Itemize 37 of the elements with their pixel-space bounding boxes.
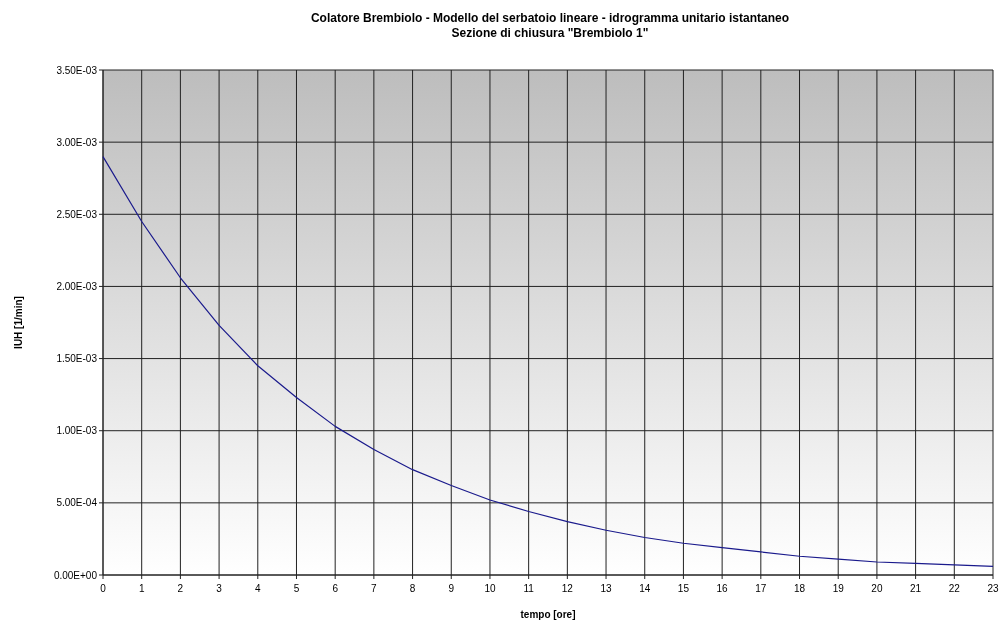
- y-tick-label: 3.50E-03: [56, 64, 98, 76]
- x-axis-title: tempo [ore]: [520, 609, 576, 620]
- y-tick-label: 1.50E-03: [56, 353, 98, 365]
- x-tick-label: 1: [138, 583, 145, 594]
- x-tick-label: 22: [948, 583, 961, 594]
- y-tick-label: 2.50E-03: [56, 208, 98, 220]
- x-tick-label: 14: [639, 583, 651, 594]
- x-tick-label: 19: [832, 583, 845, 594]
- x-tick-label: 13: [600, 583, 613, 594]
- line-series: [102, 155, 994, 567]
- chart-subtitle: Sezione di chiusura "Brembiolo 1": [451, 26, 649, 40]
- y-tick-label: 1.00E-03: [56, 425, 98, 437]
- x-tick-label: 0: [100, 583, 107, 594]
- y-tick-label: 3.00E-03: [56, 136, 98, 148]
- x-tick-label: 21: [910, 583, 922, 594]
- x-tick-label: 4: [255, 583, 261, 594]
- x-tick-label: 3: [216, 583, 223, 594]
- x-tick-label: 12: [561, 583, 574, 594]
- x-tick-label: 16: [716, 583, 729, 594]
- x-tick-label: 23: [987, 583, 999, 594]
- x-tick-label: 17: [755, 583, 767, 594]
- y-axis-title: IUH [1/min]: [13, 296, 24, 349]
- x-tick-label: 8: [409, 583, 416, 594]
- y-tick-label: 0.00E+00: [53, 569, 98, 581]
- x-tick-label: 20: [871, 583, 883, 594]
- chart-title: Colatore Brembiolo - Modello del serbatoio lineare - idrogramma unitario istantaneo: [310, 11, 790, 25]
- x-tick-label: 7: [371, 583, 378, 594]
- x-tick-label: 10: [484, 583, 496, 594]
- y-tick-label: 5.00E-04: [56, 497, 98, 509]
- x-tick-label: 11: [523, 583, 535, 594]
- x-tick-label: 2: [177, 583, 184, 594]
- x-tick-label: 15: [677, 583, 690, 594]
- x-tick-label: 5: [293, 583, 300, 594]
- x-tick-label: 18: [793, 583, 806, 594]
- x-tick-label: 6: [332, 583, 339, 594]
- y-tick-label: 2.00E-03: [56, 280, 98, 292]
- x-tick-label: 9: [448, 583, 455, 594]
